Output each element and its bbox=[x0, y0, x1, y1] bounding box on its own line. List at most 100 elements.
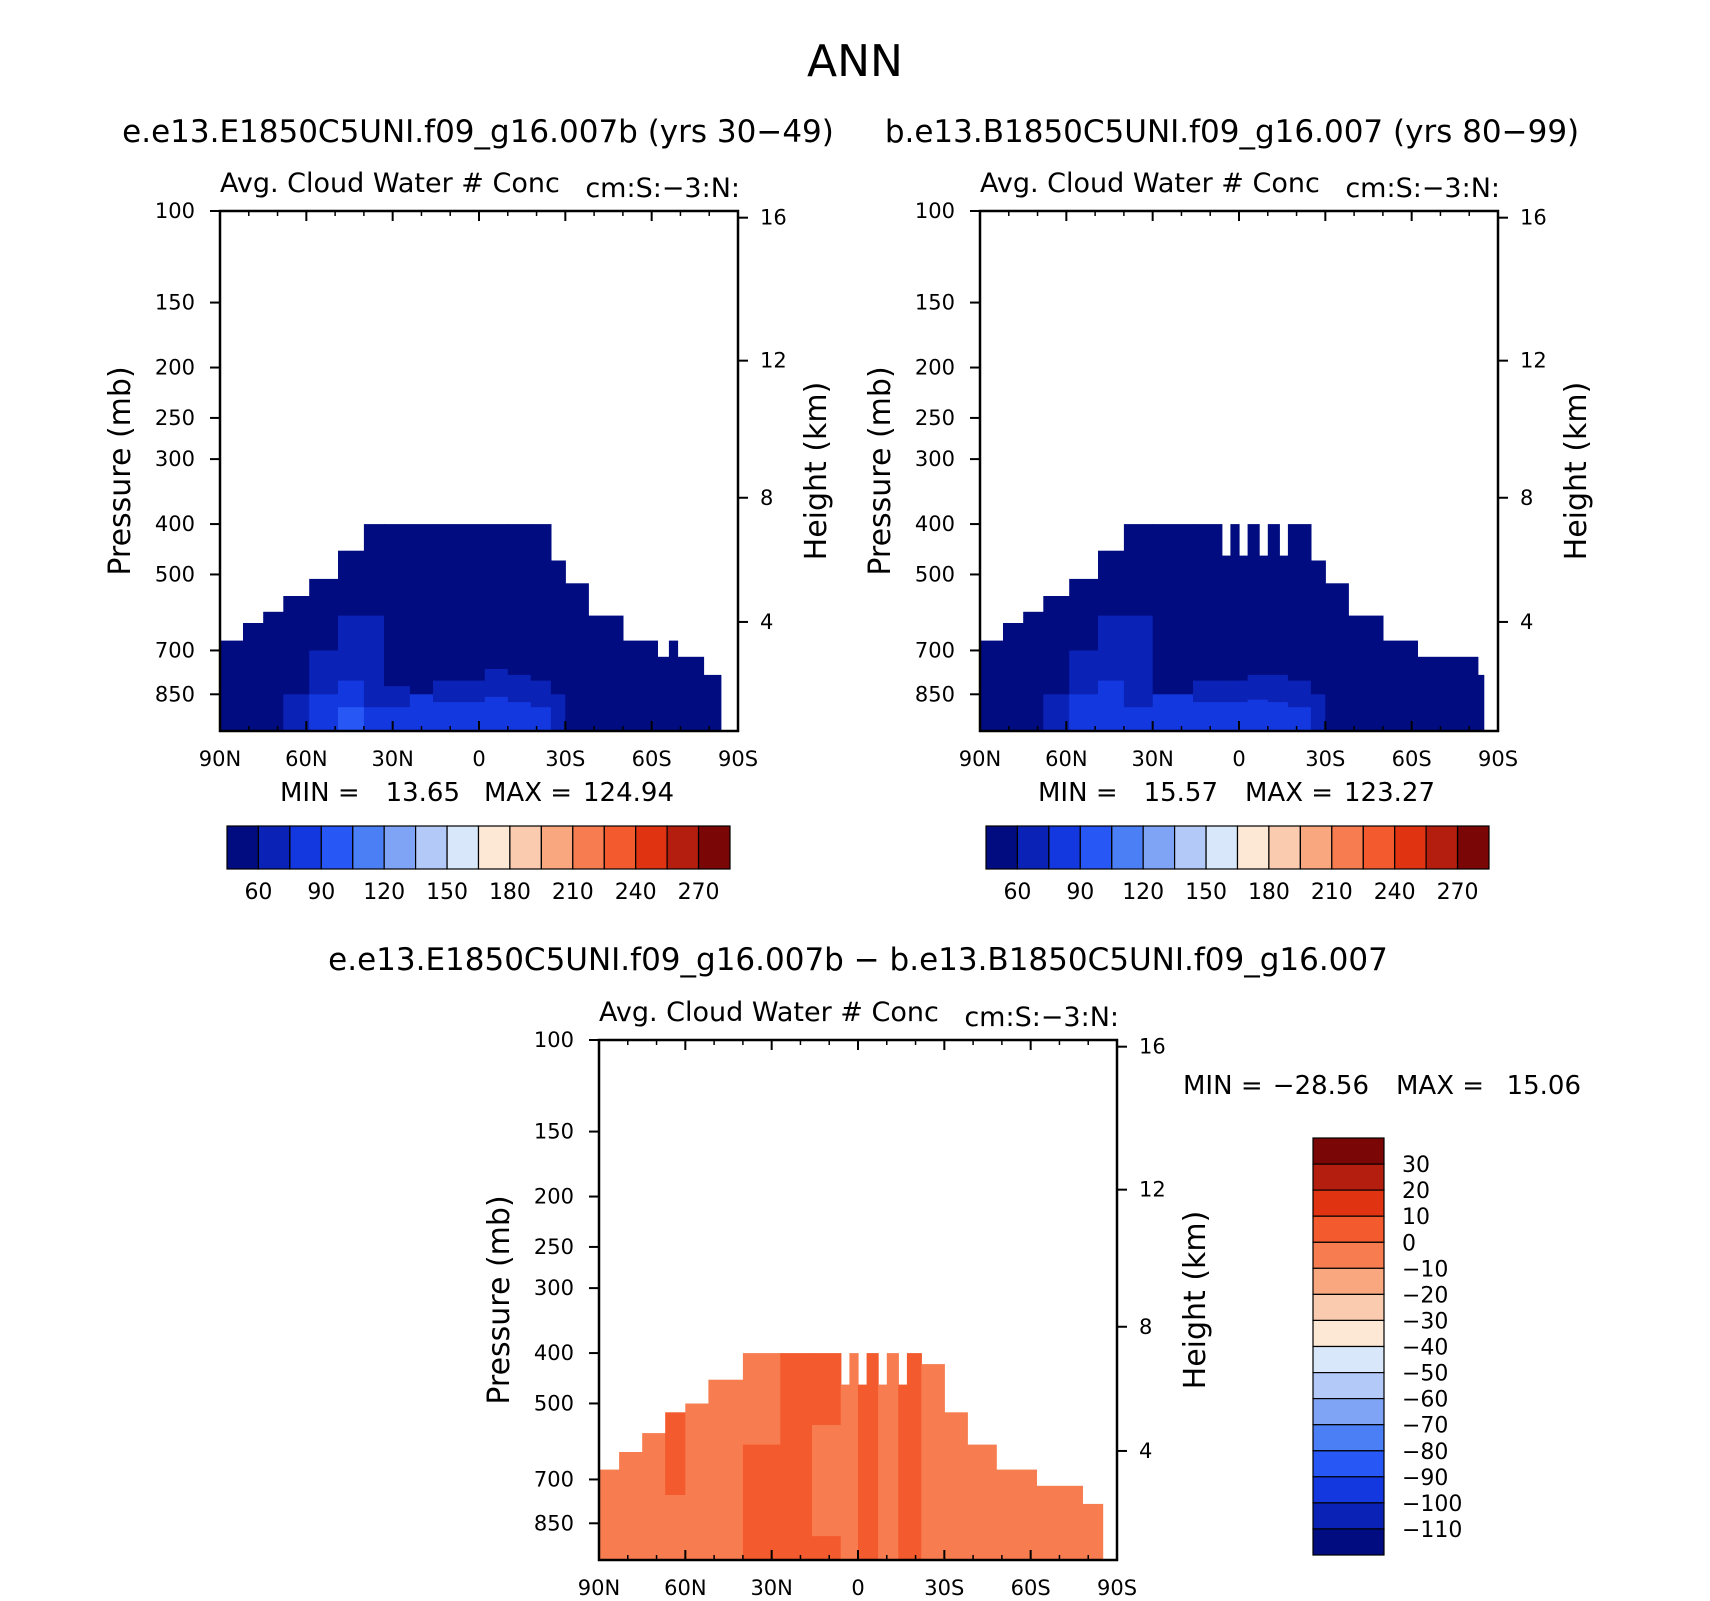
x-tick-label: 60S bbox=[1011, 1576, 1051, 1600]
y-tick-label: 400 bbox=[534, 1341, 574, 1365]
heatmap-cell bbox=[565, 707, 589, 732]
colorbar-label: −110 bbox=[1402, 1518, 1462, 1543]
colorbar-label: 120 bbox=[1122, 880, 1164, 905]
y-tick-label: 300 bbox=[534, 1276, 574, 1300]
min-label: MIN = bbox=[280, 778, 360, 808]
colorbar-swatch bbox=[1312, 1241, 1385, 1270]
colorbar-swatch bbox=[1425, 825, 1459, 870]
y-right-tick-label: 12 bbox=[1139, 1178, 1166, 1202]
units-label: cm:S:−3:N: bbox=[964, 1002, 1119, 1033]
heatmap-cell bbox=[1230, 524, 1240, 682]
y-tick-label: 250 bbox=[915, 406, 955, 430]
heatmap-cell bbox=[980, 640, 1004, 695]
colorbar-label: 90 bbox=[307, 880, 335, 905]
heatmap-cell bbox=[243, 694, 264, 732]
colorbar-swatch bbox=[572, 825, 605, 870]
heatmap-cell bbox=[1247, 524, 1260, 676]
x-tick-label: 0 bbox=[1232, 747, 1245, 771]
heatmap-cell bbox=[967, 1444, 997, 1561]
y-tick-label: 150 bbox=[155, 291, 195, 315]
max-value: 124.94 bbox=[583, 778, 674, 808]
y-tick-label: 100 bbox=[155, 199, 195, 223]
y-right-tick-label: 4 bbox=[760, 610, 773, 634]
heatmap-cell bbox=[1310, 560, 1326, 695]
y-axis-label: Pressure (mb) bbox=[103, 366, 138, 575]
panel-control: e.e13.E1850C5UNI.f09_g16.007b (yrs 30−49… bbox=[103, 114, 834, 905]
colorbar-swatch bbox=[1312, 1476, 1385, 1504]
heatmap-cell bbox=[1477, 674, 1485, 732]
max-label: MAX = bbox=[484, 778, 572, 808]
heatmap-cell bbox=[1123, 680, 1154, 708]
plot-subtitle: Avg. Cloud Water # Conc bbox=[599, 997, 939, 1028]
colorbar-label: 150 bbox=[426, 880, 468, 905]
y-right-tick-label: 16 bbox=[760, 206, 787, 230]
heatmap-cell bbox=[588, 615, 624, 732]
heatmap-cell bbox=[886, 1353, 899, 1561]
colorbar-swatch bbox=[509, 825, 542, 870]
heatmap-cell bbox=[263, 611, 284, 695]
colorbar-swatch bbox=[352, 825, 385, 870]
colorbar: 3020100−10−20−30−40−50−60−70−80−90−100−1… bbox=[1312, 1137, 1462, 1556]
y-right-tick-label: 12 bbox=[1520, 349, 1547, 373]
heatmap-cell bbox=[980, 694, 1004, 732]
y-right-tick-label: 4 bbox=[1520, 610, 1533, 634]
heatmap-cell bbox=[1348, 615, 1384, 732]
panel-baseline: b.e13.B1850C5UNI.f09_g16.007 (yrs 80−99)… bbox=[863, 114, 1594, 905]
heatmap-cell bbox=[1267, 524, 1280, 676]
heatmap-cell bbox=[384, 686, 411, 708]
colorbar-label: −30 bbox=[1402, 1309, 1448, 1334]
heatmap-cell bbox=[1123, 615, 1154, 682]
heatmap-cell bbox=[1267, 674, 1280, 703]
y-right-tick-label: 8 bbox=[760, 486, 773, 510]
heatmap-cell bbox=[338, 615, 365, 682]
x-tick-label: 60N bbox=[664, 1576, 706, 1600]
heatmap-cell bbox=[433, 702, 454, 732]
heatmap-cell bbox=[530, 707, 552, 732]
heatmap-cell bbox=[1036, 1485, 1083, 1561]
heatmap-cell bbox=[849, 1353, 859, 1561]
y-tick-label: 700 bbox=[155, 638, 195, 662]
max-label: MAX = bbox=[1396, 1071, 1484, 1101]
heatmap-cell bbox=[338, 707, 365, 732]
colorbar-label: 90 bbox=[1066, 880, 1094, 905]
heatmap-cell bbox=[1069, 694, 1099, 732]
colorbar-swatch bbox=[1236, 825, 1270, 870]
heatmap-cell bbox=[338, 680, 365, 708]
colorbar-label: 30 bbox=[1402, 1153, 1430, 1178]
colorbar-swatch bbox=[1456, 825, 1490, 870]
y-right-tick-label: 8 bbox=[1139, 1315, 1152, 1339]
colorbar-swatch bbox=[985, 825, 1018, 870]
colorbar-swatch bbox=[1312, 1215, 1385, 1243]
colorbar-swatch bbox=[1268, 825, 1301, 870]
colorbar-swatch bbox=[540, 825, 574, 870]
y-tick-label: 150 bbox=[534, 1120, 574, 1144]
heatmap-cell bbox=[1098, 550, 1125, 617]
heatmap-cell bbox=[1230, 702, 1240, 732]
heatmap-cell bbox=[708, 1379, 744, 1561]
min-label: MIN = bbox=[1038, 778, 1118, 808]
y-right-axis-label: Height (km) bbox=[1178, 1211, 1213, 1390]
heatmap-cell bbox=[484, 696, 509, 732]
colorbar: 60 90 120 150 180 210 240 270 bbox=[226, 825, 731, 905]
y-tick-label: 100 bbox=[915, 199, 955, 223]
colorbar-label: 60 bbox=[244, 880, 272, 905]
heatmap-cell bbox=[507, 674, 532, 703]
heatmap-cell bbox=[858, 1384, 868, 1561]
y-tick-label: 500 bbox=[155, 562, 195, 586]
colorbar-label: 270 bbox=[678, 880, 720, 905]
colorbar-swatch bbox=[477, 825, 511, 870]
colorbar-swatch bbox=[1205, 825, 1239, 870]
heatmap-cell bbox=[363, 615, 385, 682]
heatmap-cell bbox=[409, 524, 434, 667]
heatmap-cell bbox=[1193, 702, 1223, 732]
heatmap-cell bbox=[1221, 702, 1231, 732]
heatmap-cell bbox=[665, 1412, 686, 1496]
colorbar-label: −90 bbox=[1402, 1466, 1448, 1491]
heatmap-cell bbox=[1152, 694, 1194, 732]
heatmap-cell bbox=[878, 1384, 888, 1561]
colorbar-label: −50 bbox=[1402, 1362, 1448, 1387]
colorbar-swatch bbox=[289, 825, 322, 870]
colorbar-swatch bbox=[257, 825, 291, 870]
heatmap-cell bbox=[384, 633, 411, 687]
y-right-tick-label: 16 bbox=[1520, 206, 1547, 230]
